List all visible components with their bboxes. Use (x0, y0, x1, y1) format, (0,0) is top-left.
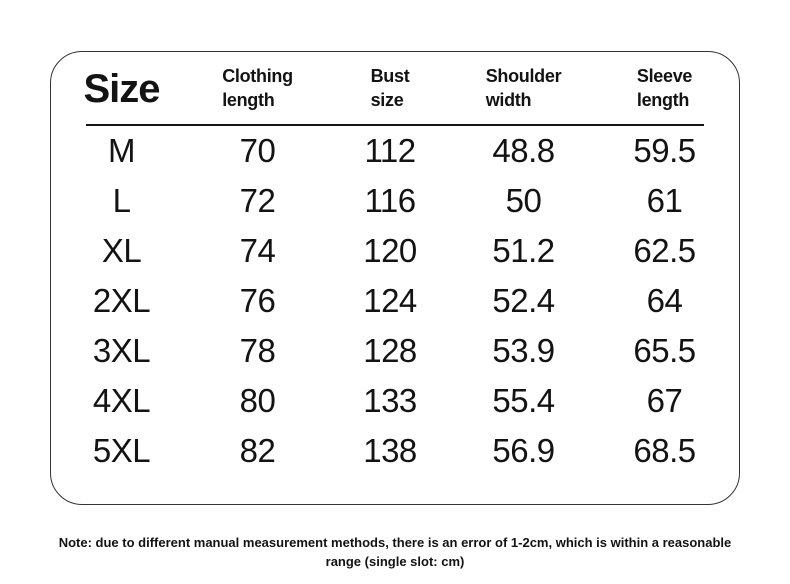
sleeve-length-value: 65.5 (633, 332, 696, 369)
shoulder-width-value: 48.8 (492, 132, 555, 169)
sleeve-length-value: 64 (646, 282, 683, 319)
shoulder-width-value: 56.9 (492, 432, 555, 469)
clothing-length-value: 80 (239, 382, 276, 419)
clothing-length-value: 78 (239, 332, 276, 369)
table-header-row: Size Clothing length Bust size Shoulder … (51, 54, 739, 124)
header-line-2: width (485, 90, 532, 110)
column-header-text: Clothing length (222, 65, 293, 113)
size-label: L (112, 182, 131, 219)
bust-size-value: 116 (364, 182, 416, 219)
column-header-sleeve-length: Sleeve length (590, 65, 739, 113)
column-header-text: Bust size (371, 65, 410, 113)
header-line-1: Shoulder (485, 66, 562, 87)
sleeve-length-value: 61 (646, 182, 683, 219)
table-row-5xl: 5XL 82 138 56.9 68.5 (51, 426, 739, 476)
table-row-3xl: 3XL 78 128 53.9 65.5 (51, 326, 739, 376)
shoulder-width-value: 50 (505, 182, 542, 219)
clothing-length-value: 76 (239, 282, 276, 319)
sleeve-length-value: 68.5 (633, 432, 696, 469)
size-label: XL (101, 232, 142, 269)
shoulder-width-value: 53.9 (492, 332, 555, 369)
shoulder-width-value: 55.4 (492, 382, 555, 419)
clothing-length-value: 74 (239, 232, 276, 269)
header-divider (86, 124, 704, 126)
size-label: 4XL (92, 382, 151, 419)
bust-size-value: 112 (364, 132, 416, 169)
header-line-1: Sleeve (636, 66, 693, 87)
table-row-l: L 72 116 50 61 (51, 176, 739, 226)
column-header-shoulder-width: Shoulder width (457, 65, 590, 113)
column-header-text: Shoulder width (486, 65, 562, 113)
size-label: 5XL (92, 432, 151, 469)
header-line-1: Bust (370, 66, 410, 87)
bust-size-value: 138 (363, 432, 417, 469)
sleeve-length-value: 62.5 (633, 232, 696, 269)
clothing-length-value: 70 (239, 132, 276, 169)
measurement-note-line-2: range (single slot: cm) (325, 553, 465, 569)
size-chart-card: Size Clothing length Bust size Shoulder … (50, 51, 740, 505)
clothing-length-value: 72 (239, 182, 276, 219)
header-line-2: size (370, 90, 404, 110)
bust-size-value: 128 (363, 332, 417, 369)
size-label: M (108, 132, 136, 169)
table-row-4xl: 4XL 80 133 55.4 67 (51, 376, 739, 426)
header-line-2: length (636, 90, 690, 110)
shoulder-width-value: 52.4 (492, 282, 555, 319)
size-label: 2XL (92, 282, 151, 319)
column-header-clothing-length: Clothing length (192, 65, 323, 113)
column-header-text: Sleeve length (636, 65, 693, 113)
table-row-m: M 70 112 48.8 59.5 (51, 126, 739, 176)
measurement-note-line-1: Note: due to different manual measuremen… (58, 535, 732, 550)
sleeve-length-value: 67 (646, 382, 683, 419)
measurement-note: Note: due to different manual measuremen… (0, 534, 790, 572)
sleeve-length-value: 59.5 (633, 132, 696, 169)
column-header-bust-size: Bust size (323, 65, 457, 113)
table-row-xl: XL 74 120 51.2 62.5 (51, 226, 739, 276)
clothing-length-value: 82 (239, 432, 276, 469)
header-line-2: length (222, 90, 275, 110)
header-line-1: Clothing (222, 66, 293, 87)
shoulder-width-value: 51.2 (492, 232, 555, 269)
column-header-size: Size (83, 66, 160, 111)
bust-size-value: 133 (363, 382, 417, 419)
bust-size-value: 120 (363, 232, 417, 269)
size-chart-page: Size Clothing length Bust size Shoulder … (0, 51, 790, 584)
size-label: 3XL (92, 332, 151, 369)
bust-size-value: 124 (363, 282, 417, 319)
table-row-2xl: 2XL 76 124 52.4 64 (51, 276, 739, 326)
